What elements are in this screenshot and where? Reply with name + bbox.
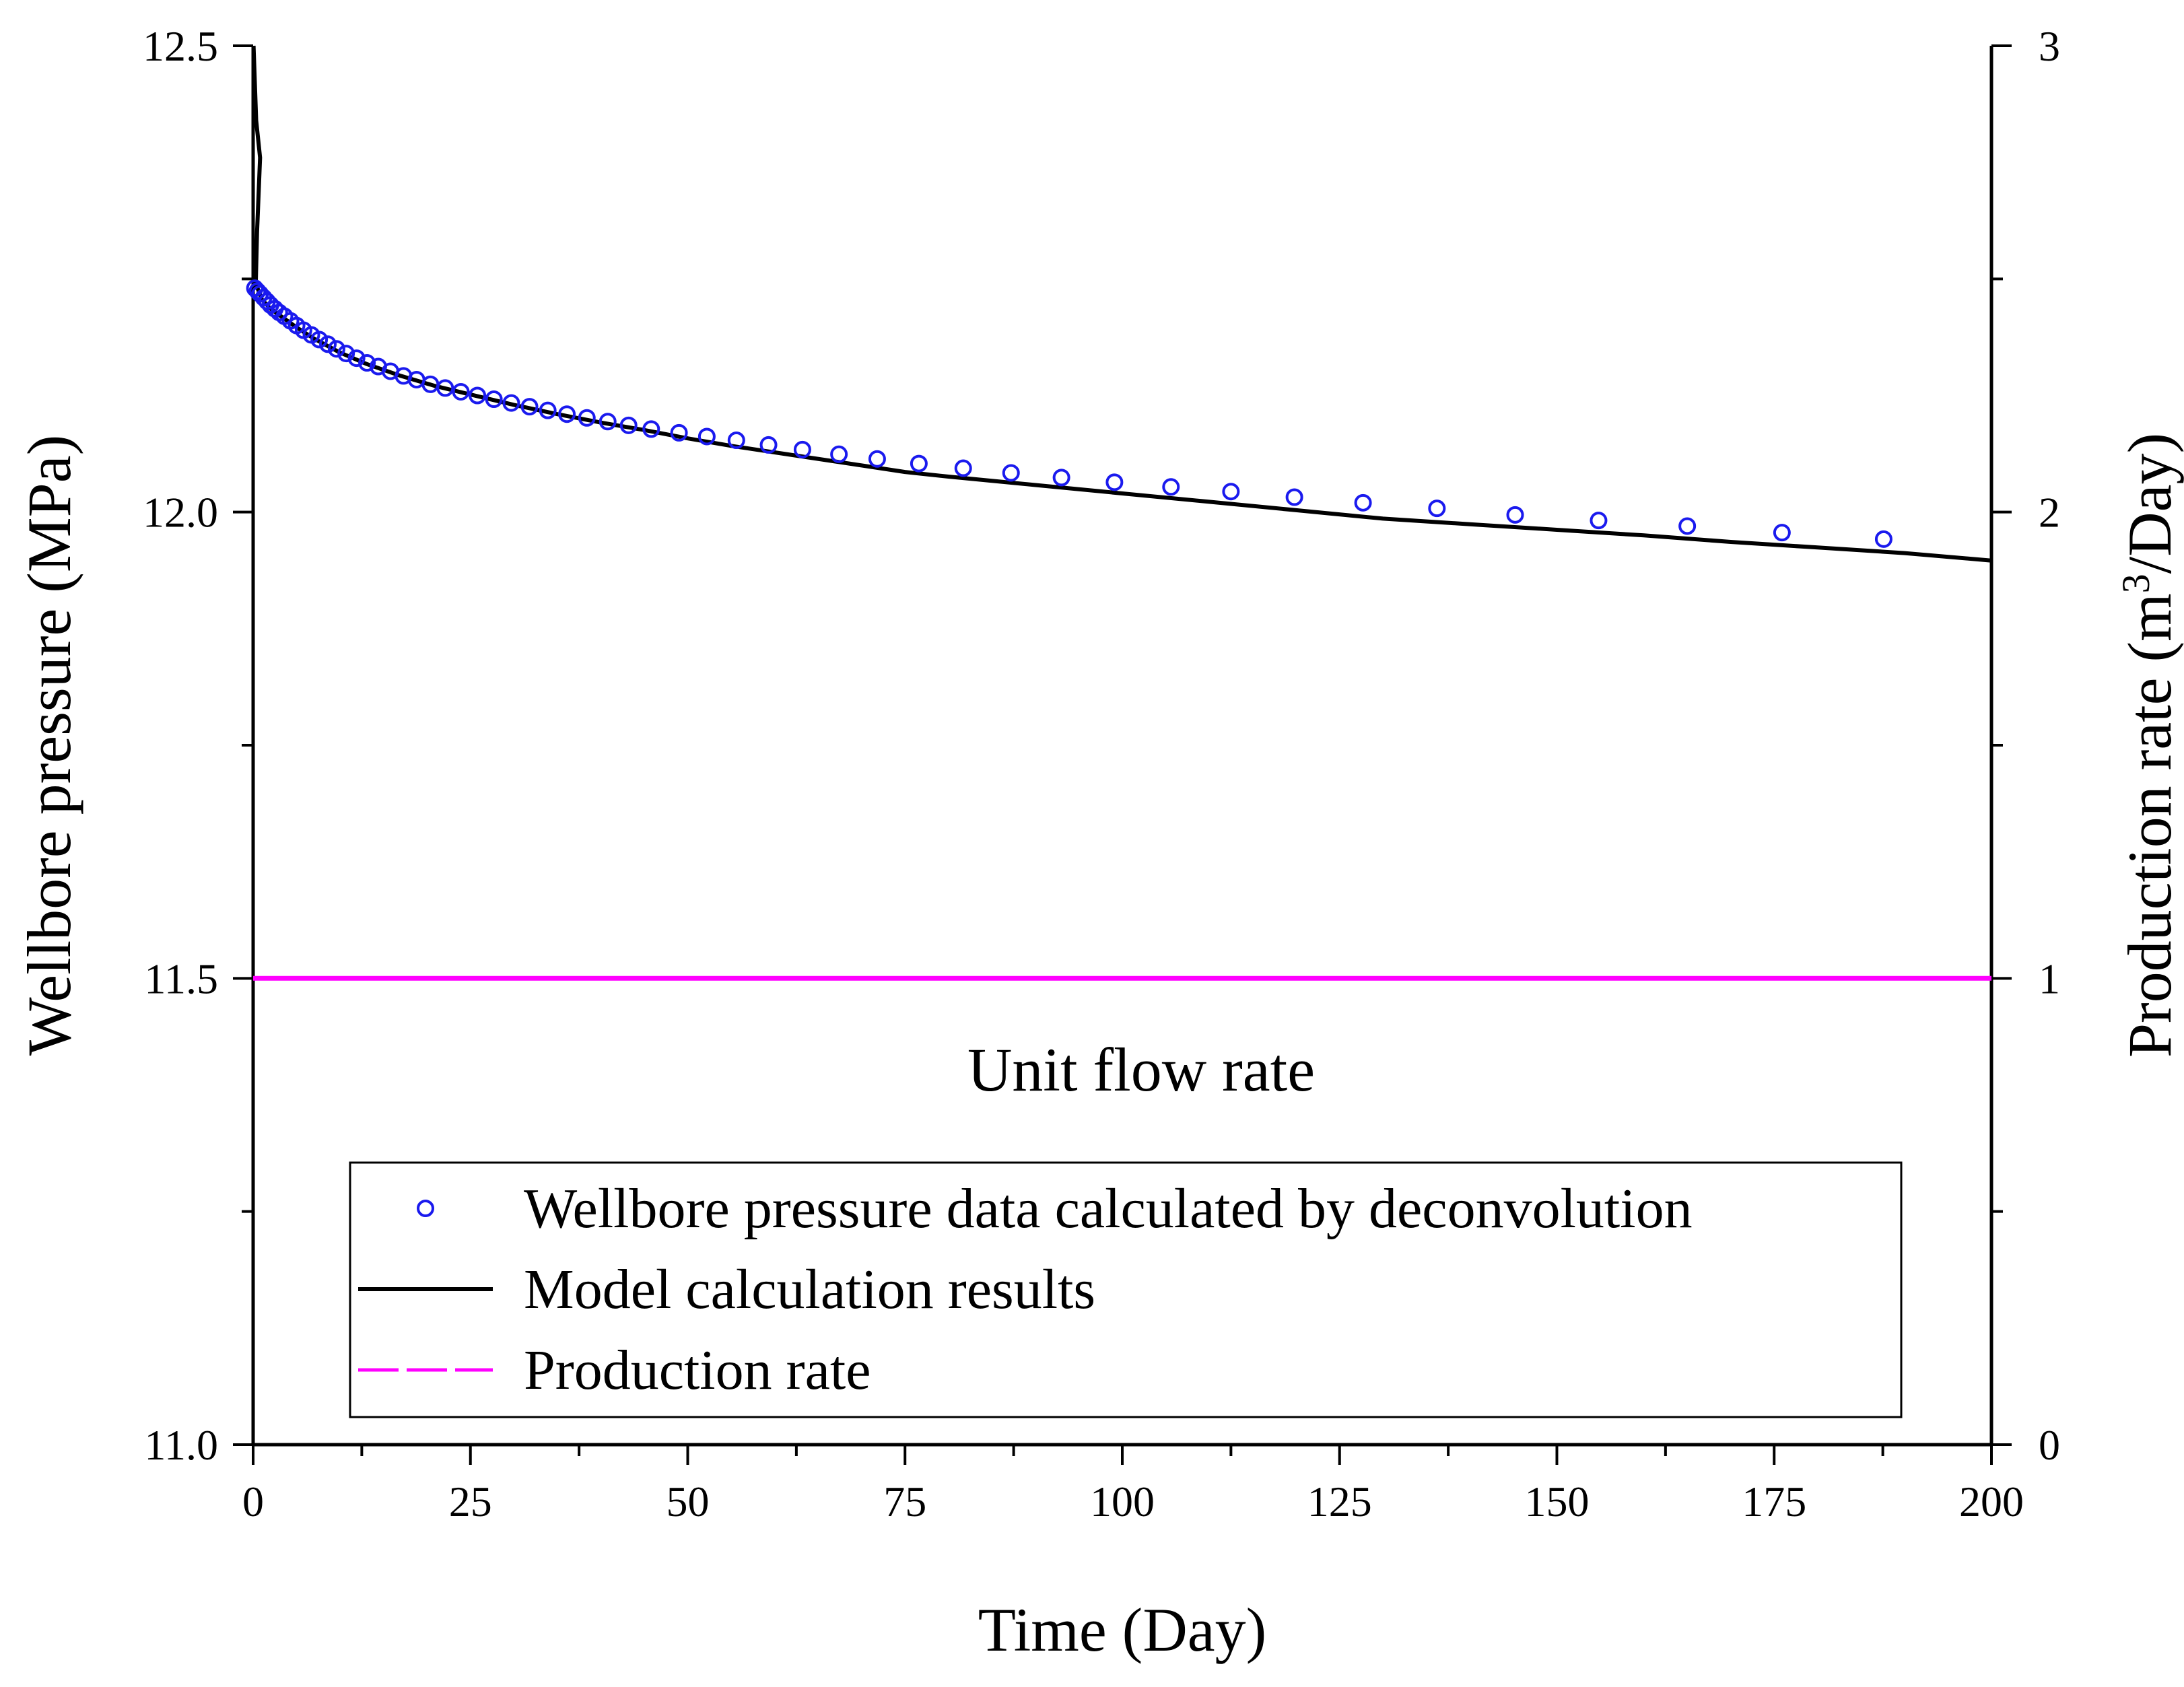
legend-label-production-rate: Production rate (524, 1339, 871, 1402)
data-point (1002, 464, 1020, 482)
data-point (310, 331, 329, 349)
x-tick-label: 200 (1959, 1478, 2024, 1525)
data-point (1354, 493, 1372, 512)
data-point (347, 349, 366, 368)
y-left-tick-label: 12.0 (143, 489, 218, 537)
data-point (1590, 512, 1608, 530)
data-point (1052, 469, 1070, 487)
y-left-axis-title: Wellbore pressure (MPa) (15, 435, 83, 1056)
legend-label-model: Model calculation results (524, 1258, 1095, 1321)
y-right-tick-label: 3 (2039, 22, 2060, 70)
data-point (578, 409, 596, 427)
data-point (697, 427, 716, 446)
y-left-tick-label: 12.5 (143, 22, 218, 70)
x-axis-title: Time (Day) (978, 1595, 1266, 1664)
data-point (910, 454, 928, 473)
data-point (1222, 483, 1240, 501)
x-tick-label: 100 (1090, 1478, 1155, 1525)
y-right-tick-label: 2 (2039, 489, 2060, 537)
series-layer (246, 45, 1992, 981)
x-tick-label: 0 (242, 1478, 264, 1525)
y-right-tick-label: 1 (2039, 955, 2060, 1002)
data-point (539, 401, 557, 419)
data-point (1105, 473, 1124, 491)
data-point (599, 413, 617, 431)
data-point (759, 436, 778, 454)
data-point (558, 405, 576, 423)
data-point (1162, 478, 1180, 496)
y-left-tick-label: 11.0 (144, 1421, 218, 1469)
data-point (670, 423, 688, 442)
data-point (520, 398, 539, 416)
x-tick-label: 50 (667, 1478, 710, 1525)
y-left-tick-label: 11.5 (144, 955, 218, 1002)
y-left-axis-ticks: 11.0 11.5 12.0 12.5 (143, 22, 253, 1469)
data-point (1874, 530, 1892, 548)
data-point (319, 335, 337, 353)
data-point (436, 379, 454, 397)
data-point (358, 354, 376, 372)
y-right-axis-title: Production rate (m3/Day) (2114, 433, 2184, 1058)
legend: Wellbore pressure data calculated by dec… (349, 1161, 1903, 1418)
y-right-axis-title-sup: 3 (2114, 574, 2158, 593)
data-point (502, 394, 520, 412)
data-point (452, 382, 470, 401)
data-point (619, 416, 638, 434)
data-point (485, 390, 503, 409)
data-point (830, 445, 848, 463)
legend-box (349, 1161, 1903, 1418)
y-right-axis-title-main: Production rate (m (2115, 593, 2184, 1058)
x-tick-label: 125 (1307, 1478, 1372, 1525)
x-tick-label: 175 (1742, 1478, 1806, 1525)
data-point (1773, 524, 1791, 542)
unit-flow-rate-annotation: Unit flow rate (967, 1035, 1315, 1104)
x-axis-ticks: 0 25 50 75 100 125 150 175 200 (242, 1445, 2024, 1525)
y-right-axis-title-end: /Day) (2115, 433, 2184, 574)
x-tick-label: 75 (883, 1478, 926, 1525)
x-tick-label: 150 (1525, 1478, 1590, 1525)
y-right-tick-label: 0 (2039, 1421, 2060, 1469)
data-point (327, 340, 345, 358)
legend-label-deconvolution: Wellbore pressure data calculated by dec… (524, 1177, 1693, 1240)
y-right-axis-ticks: 0 1 2 3 (1991, 22, 2060, 1469)
data-point (1506, 506, 1524, 524)
data-point (868, 450, 886, 468)
data-point (642, 420, 660, 438)
data-point (469, 386, 487, 405)
data-point (1428, 500, 1446, 518)
data-point (727, 431, 745, 449)
legend-marker-deconvolution (417, 1200, 434, 1217)
data-point (793, 440, 811, 458)
data-point (1678, 517, 1697, 535)
data-point (954, 459, 972, 477)
data-point (246, 279, 264, 298)
x-tick-label: 25 (449, 1478, 492, 1525)
data-point (1285, 488, 1303, 506)
data-point (337, 345, 355, 363)
